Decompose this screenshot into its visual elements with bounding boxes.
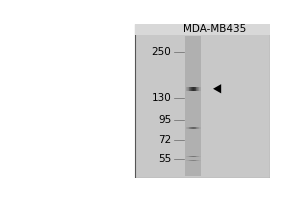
Bar	[135, 24, 270, 178]
Bar	[197, 127, 198, 129]
Bar	[193, 160, 194, 161]
Bar	[199, 156, 200, 157]
Bar	[191, 156, 192, 157]
Bar	[200, 127, 201, 129]
Bar	[188, 156, 189, 157]
Bar	[198, 160, 199, 161]
Bar	[195, 160, 196, 161]
Bar	[198, 87, 199, 91]
Bar	[194, 160, 195, 161]
Bar	[199, 160, 200, 161]
Bar	[195, 156, 196, 157]
Text: 95: 95	[158, 115, 171, 125]
Bar	[187, 127, 188, 129]
Bar	[196, 87, 197, 91]
Bar	[192, 156, 193, 157]
Bar	[187, 87, 188, 91]
Bar	[135, 24, 270, 35]
Bar	[185, 127, 186, 129]
Bar	[186, 156, 187, 157]
Bar	[197, 160, 198, 161]
Bar	[196, 156, 197, 157]
Bar	[199, 87, 200, 91]
Bar	[195, 127, 196, 129]
Bar	[194, 127, 195, 129]
Bar	[189, 160, 190, 161]
Bar	[190, 160, 191, 161]
Text: 130: 130	[152, 93, 171, 103]
Bar	[192, 87, 193, 91]
Bar	[194, 156, 195, 157]
Text: 72: 72	[158, 135, 171, 145]
Bar	[186, 127, 187, 129]
Polygon shape	[213, 84, 221, 93]
Bar	[189, 127, 190, 129]
Bar	[196, 160, 197, 161]
Bar	[185, 36, 201, 176]
Bar	[188, 127, 189, 129]
Bar	[192, 160, 193, 161]
Text: 55: 55	[158, 154, 171, 164]
Bar	[199, 127, 200, 129]
Bar	[193, 156, 194, 157]
Bar	[197, 87, 198, 91]
Bar	[194, 87, 195, 91]
Bar	[198, 156, 199, 157]
Bar	[185, 160, 186, 161]
Bar	[187, 160, 188, 161]
Bar	[189, 87, 190, 91]
Bar	[191, 87, 192, 91]
Bar	[185, 156, 186, 157]
Bar	[192, 127, 193, 129]
Bar	[185, 87, 186, 91]
Bar	[195, 87, 196, 91]
Bar	[193, 87, 194, 91]
Bar	[189, 156, 190, 157]
Bar	[191, 160, 192, 161]
Bar	[188, 160, 189, 161]
Bar	[200, 87, 201, 91]
Bar	[190, 127, 191, 129]
Bar	[200, 160, 201, 161]
Bar	[193, 127, 194, 129]
Bar	[190, 156, 191, 157]
Bar	[188, 87, 189, 91]
Bar	[186, 87, 187, 91]
Bar	[198, 127, 199, 129]
Bar	[190, 87, 191, 91]
Bar	[200, 156, 201, 157]
Text: MDA-MB435: MDA-MB435	[183, 24, 246, 34]
Bar	[191, 127, 192, 129]
Bar	[186, 160, 187, 161]
Bar	[187, 156, 188, 157]
Bar	[196, 127, 197, 129]
Text: 250: 250	[152, 47, 171, 57]
Bar	[197, 156, 198, 157]
